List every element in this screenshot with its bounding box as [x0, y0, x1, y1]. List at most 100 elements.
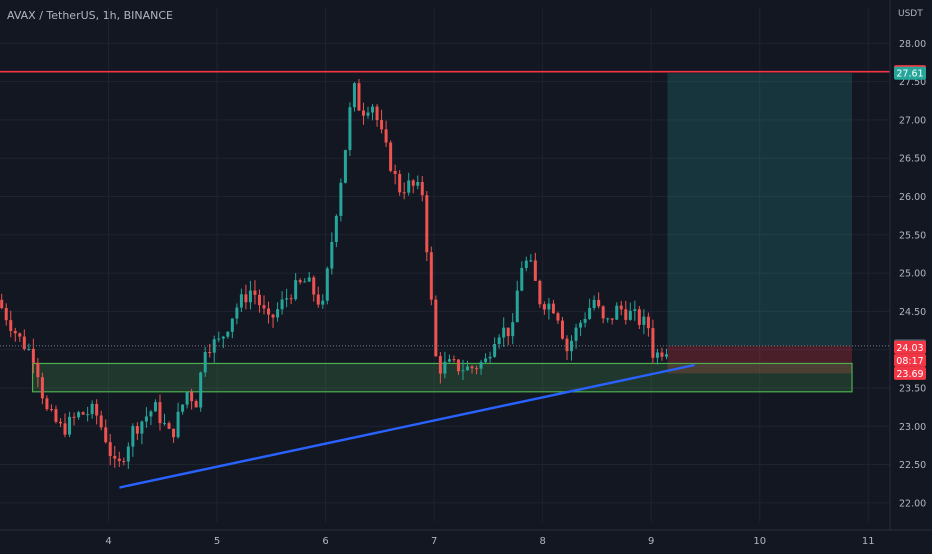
x-tick-label: 9 [648, 536, 654, 547]
candle-up [303, 281, 307, 283]
candle-up [153, 402, 157, 412]
candle-up [86, 414, 90, 416]
candle-down [565, 338, 569, 352]
candle-down [194, 401, 198, 408]
candle-up [633, 309, 637, 311]
candle-down [597, 299, 601, 307]
candle-down [312, 277, 316, 295]
candle-down [551, 303, 555, 314]
candle-up [294, 280, 298, 300]
candle-down [411, 180, 415, 186]
price-tag [894, 353, 926, 367]
candle-down [660, 352, 664, 357]
candle-up [217, 338, 221, 340]
candle-down [389, 142, 393, 171]
price-tag-label: 08:17 [896, 356, 923, 367]
symbol-header: AVAX / TetherUS, 1h, BINANCE [7, 9, 173, 22]
candle-up [230, 318, 234, 332]
price-tag [894, 340, 926, 354]
y-tick-label: 23.00 [899, 422, 926, 433]
candle-down [104, 427, 108, 443]
candle-down [506, 327, 510, 337]
candle-up [529, 260, 533, 262]
candle-up [547, 303, 551, 310]
candle-down [624, 309, 628, 320]
drawings-layer[interactable] [0, 70, 890, 489]
y-tick-label: 22.50 [899, 460, 926, 471]
candle-down [637, 309, 641, 325]
candle-up [77, 412, 81, 418]
candle-up [144, 416, 148, 422]
loss-zone[interactable] [667, 345, 853, 374]
trend-line[interactable] [119, 363, 695, 489]
candle-up [642, 316, 646, 325]
candle-up [27, 348, 31, 350]
candle-up [583, 318, 587, 323]
candle-down [456, 359, 460, 372]
candle-down [438, 356, 442, 374]
y-tick-label: 27.00 [899, 115, 926, 126]
price-tag [894, 366, 926, 380]
profit-zone[interactable] [667, 73, 853, 346]
candle-up [588, 308, 592, 319]
candle-up [348, 107, 352, 151]
candle-up [285, 298, 289, 300]
candle-up [579, 322, 583, 328]
price-axis[interactable]: 22.0022.5023.0023.5024.0024.5025.0025.50… [889, 0, 932, 550]
support-zone[interactable] [31, 362, 853, 393]
candle-up [461, 370, 465, 372]
time-axis[interactable]: 4 5 6 7 8 9 10 11 [0, 529, 932, 547]
candle-down [384, 129, 388, 143]
candle-down [40, 377, 44, 399]
candle-down [375, 106, 379, 121]
candle-up [226, 331, 230, 337]
x-tick-label: 5 [214, 536, 220, 547]
candle-down [4, 308, 8, 321]
y-tick-label: 25.00 [899, 269, 926, 280]
candle-down [81, 412, 85, 415]
candle-up [574, 327, 578, 341]
candle-down [36, 362, 40, 378]
candle-up [484, 358, 488, 363]
candle-down [158, 402, 162, 424]
candle-up [479, 362, 483, 369]
candle-down [54, 409, 58, 422]
candle-down [402, 192, 406, 194]
candle-up [131, 426, 135, 447]
candle-down [0, 299, 4, 309]
candle-up [239, 294, 243, 308]
candle-down [538, 280, 542, 305]
candle-up [221, 336, 225, 339]
candle-up [570, 340, 574, 352]
currency-label: USDT [898, 9, 923, 19]
candle-up [416, 182, 420, 186]
candle-up [511, 322, 515, 337]
candle-up [352, 83, 356, 108]
candle-down [122, 461, 126, 463]
y-tick-label: 25.50 [899, 230, 926, 241]
candle-down [31, 348, 35, 363]
candle-up [339, 182, 343, 216]
price-tag [894, 66, 926, 80]
candle-down [470, 366, 474, 369]
candle-up [126, 446, 130, 462]
candle-up [181, 404, 185, 412]
candle-up [325, 268, 329, 301]
candle-up [235, 307, 239, 319]
candle-down [95, 403, 99, 416]
price-tag-label: 27.61 [896, 69, 923, 80]
candle-down [190, 391, 194, 402]
candle-up [488, 356, 492, 359]
y-tick-label: 27.50 [899, 77, 926, 88]
candle-down [619, 305, 623, 310]
price-tag-label: 23.69 [896, 369, 923, 380]
candle-down [135, 426, 139, 434]
candle-up [664, 354, 668, 357]
candle-up [443, 361, 447, 374]
candle-up [248, 290, 252, 303]
x-tick-label: 10 [753, 536, 766, 547]
y-tick-label: 23.50 [899, 383, 926, 394]
